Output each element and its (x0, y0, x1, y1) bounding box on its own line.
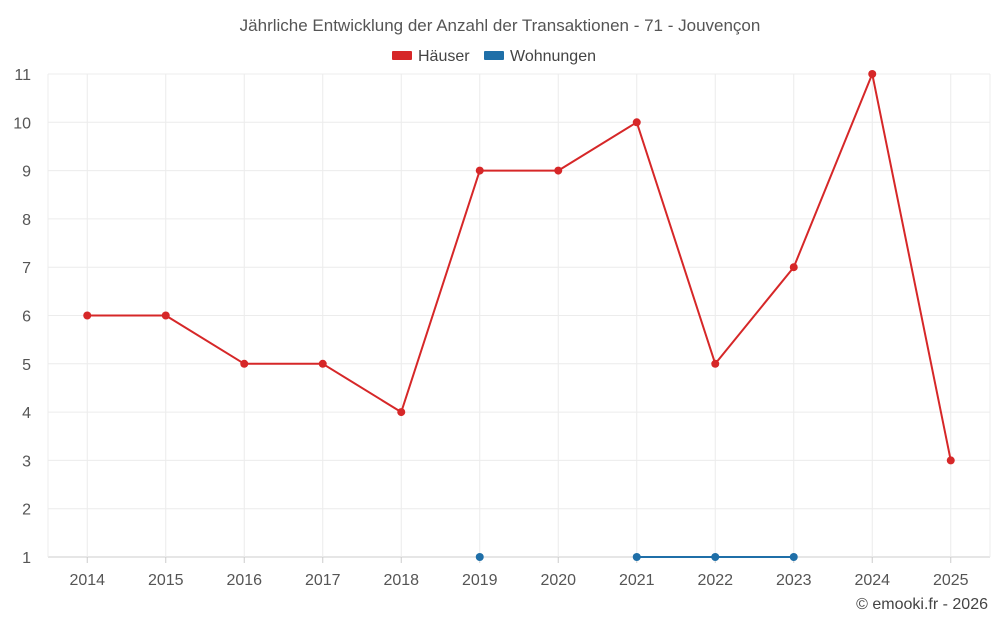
x-tick-label: 2017 (305, 572, 341, 589)
data-point-haeuser[interactable] (240, 359, 249, 368)
series-line-haeuser (87, 73, 952, 461)
x-axis: 2014 2015 2016 2017 2018 2019 2020 2021 2022 2023… (69, 557, 969, 589)
x-tick-label: 2020 (540, 572, 576, 589)
y-tick-label: 4 (22, 405, 31, 422)
y-tick-label: 6 (22, 309, 31, 326)
y-tick-label: 1 (22, 550, 31, 567)
x-tick-label: 2018 (383, 572, 419, 589)
x-tick-label: 2024 (854, 572, 890, 589)
data-point-wohnungen[interactable] (711, 553, 720, 561)
data-point-haeuser[interactable] (554, 166, 563, 175)
x-tick-label: 2014 (69, 572, 105, 589)
y-tick-label: 5 (22, 357, 31, 374)
y-tick-label: 9 (22, 164, 31, 181)
data-point-haeuser[interactable] (946, 456, 955, 465)
legend-label-wohnungen: Wohnungen (510, 48, 596, 65)
data-point-haeuser[interactable] (397, 408, 406, 417)
data-point-wohnungen[interactable] (632, 553, 641, 561)
legend-item-haeuser[interactable]: Häuser (392, 48, 470, 65)
legend-item-wohnungen[interactable]: Wohnungen (484, 48, 596, 65)
series-layer (83, 70, 955, 561)
x-tick-label: 2022 (697, 572, 733, 589)
y-tick-label: 10 (13, 115, 31, 132)
data-point-haeuser[interactable] (868, 70, 877, 78)
x-tick-label: 2025 (933, 572, 969, 589)
data-point-haeuser[interactable] (632, 118, 641, 127)
legend-label-haeuser: Häuser (418, 48, 470, 65)
data-point-haeuser[interactable] (83, 311, 92, 320)
y-tick-label: 8 (22, 212, 31, 229)
data-point-haeuser[interactable] (711, 359, 720, 368)
x-tick-label: 2016 (226, 572, 262, 589)
y-tick-label: 11 (14, 67, 31, 84)
y-tick-label: 7 (22, 260, 31, 277)
y-axis: 1 2 3 4 5 6 7 8 9 10 11 (13, 67, 31, 567)
data-point-haeuser[interactable] (789, 263, 798, 272)
data-point-haeuser[interactable] (161, 311, 170, 320)
x-tick-label: 2015 (148, 572, 184, 589)
series-wohnungen (475, 553, 798, 561)
legend: Häuser Wohnungen (392, 48, 596, 65)
data-point-wohnungen[interactable] (789, 553, 798, 561)
data-point-haeuser[interactable] (318, 359, 327, 368)
data-point-haeuser[interactable] (475, 166, 484, 175)
legend-swatch-wohnungen (484, 51, 504, 60)
data-point-wohnungen[interactable] (475, 553, 484, 561)
series-haeuser (83, 70, 955, 465)
grid (47, 73, 991, 558)
x-tick-label: 2019 (462, 572, 498, 589)
legend-swatch-haeuser (392, 51, 412, 60)
y-tick-label: 2 (22, 502, 31, 519)
x-tick-label: 2023 (776, 572, 812, 589)
chart-title: Jährliche Entwicklung der Anzahl der Tra… (240, 16, 761, 35)
y-tick-label: 3 (22, 453, 31, 470)
x-tick-label: 2021 (619, 572, 655, 589)
credit-text: © emooki.fr - 2026 (856, 596, 988, 613)
